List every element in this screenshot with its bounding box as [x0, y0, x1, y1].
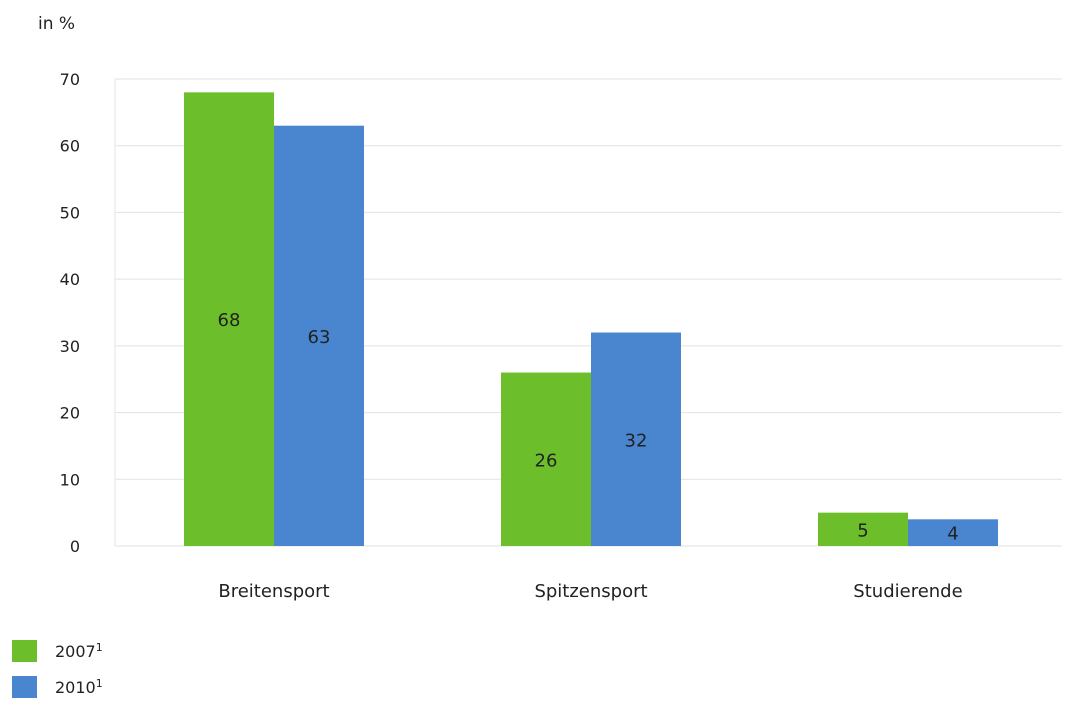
legend-item-2007: 20071 — [12, 640, 103, 662]
legend-swatch-2010 — [12, 676, 37, 698]
y-tick-label-10: 10 — [60, 470, 80, 489]
x-tick-label-breitensport: Breitensport — [218, 581, 329, 602]
y-tick-label-30: 30 — [60, 337, 80, 356]
legend: 20071 20101 — [12, 640, 103, 711]
data-label-breitensport-2010: 63 — [308, 327, 331, 348]
bar-spitzensport-2007 — [501, 372, 591, 546]
y-tick-label-70: 70 — [60, 70, 80, 89]
legend-label-2010: 20101 — [55, 677, 103, 697]
data-label-spitzensport-2010: 32 — [625, 430, 648, 451]
legend-item-2010: 20101 — [12, 676, 103, 698]
y-tick-label-40: 40 — [60, 270, 80, 289]
y-tick-label-20: 20 — [60, 404, 80, 423]
legend-label-2007: 20071 — [55, 641, 103, 661]
legend-swatch-2007 — [12, 640, 37, 662]
data-label-spitzensport-2007: 26 — [535, 450, 558, 471]
bar-studierende-2007 — [818, 512, 908, 546]
bar-breitensport-2007 — [184, 92, 274, 546]
data-label-breitensport-2007: 68 — [218, 310, 241, 331]
y-tick-label-60: 60 — [60, 137, 80, 156]
y-tick-label-50: 50 — [60, 203, 80, 222]
data-label-studierende-2010: 4 — [947, 524, 958, 545]
bar-studierende-2010 — [908, 519, 998, 546]
y-axis-unit-label: in % — [38, 14, 76, 34]
x-tick-label-spitzensport: Spitzensport — [534, 581, 647, 602]
y-tick-label-0: 0 — [70, 537, 80, 556]
x-tick-label-studierende: Studierende — [853, 581, 962, 602]
data-label-studierende-2007: 5 — [857, 520, 868, 541]
bar-spitzensport-2010 — [591, 332, 681, 546]
bar-breitensport-2010 — [274, 125, 364, 546]
